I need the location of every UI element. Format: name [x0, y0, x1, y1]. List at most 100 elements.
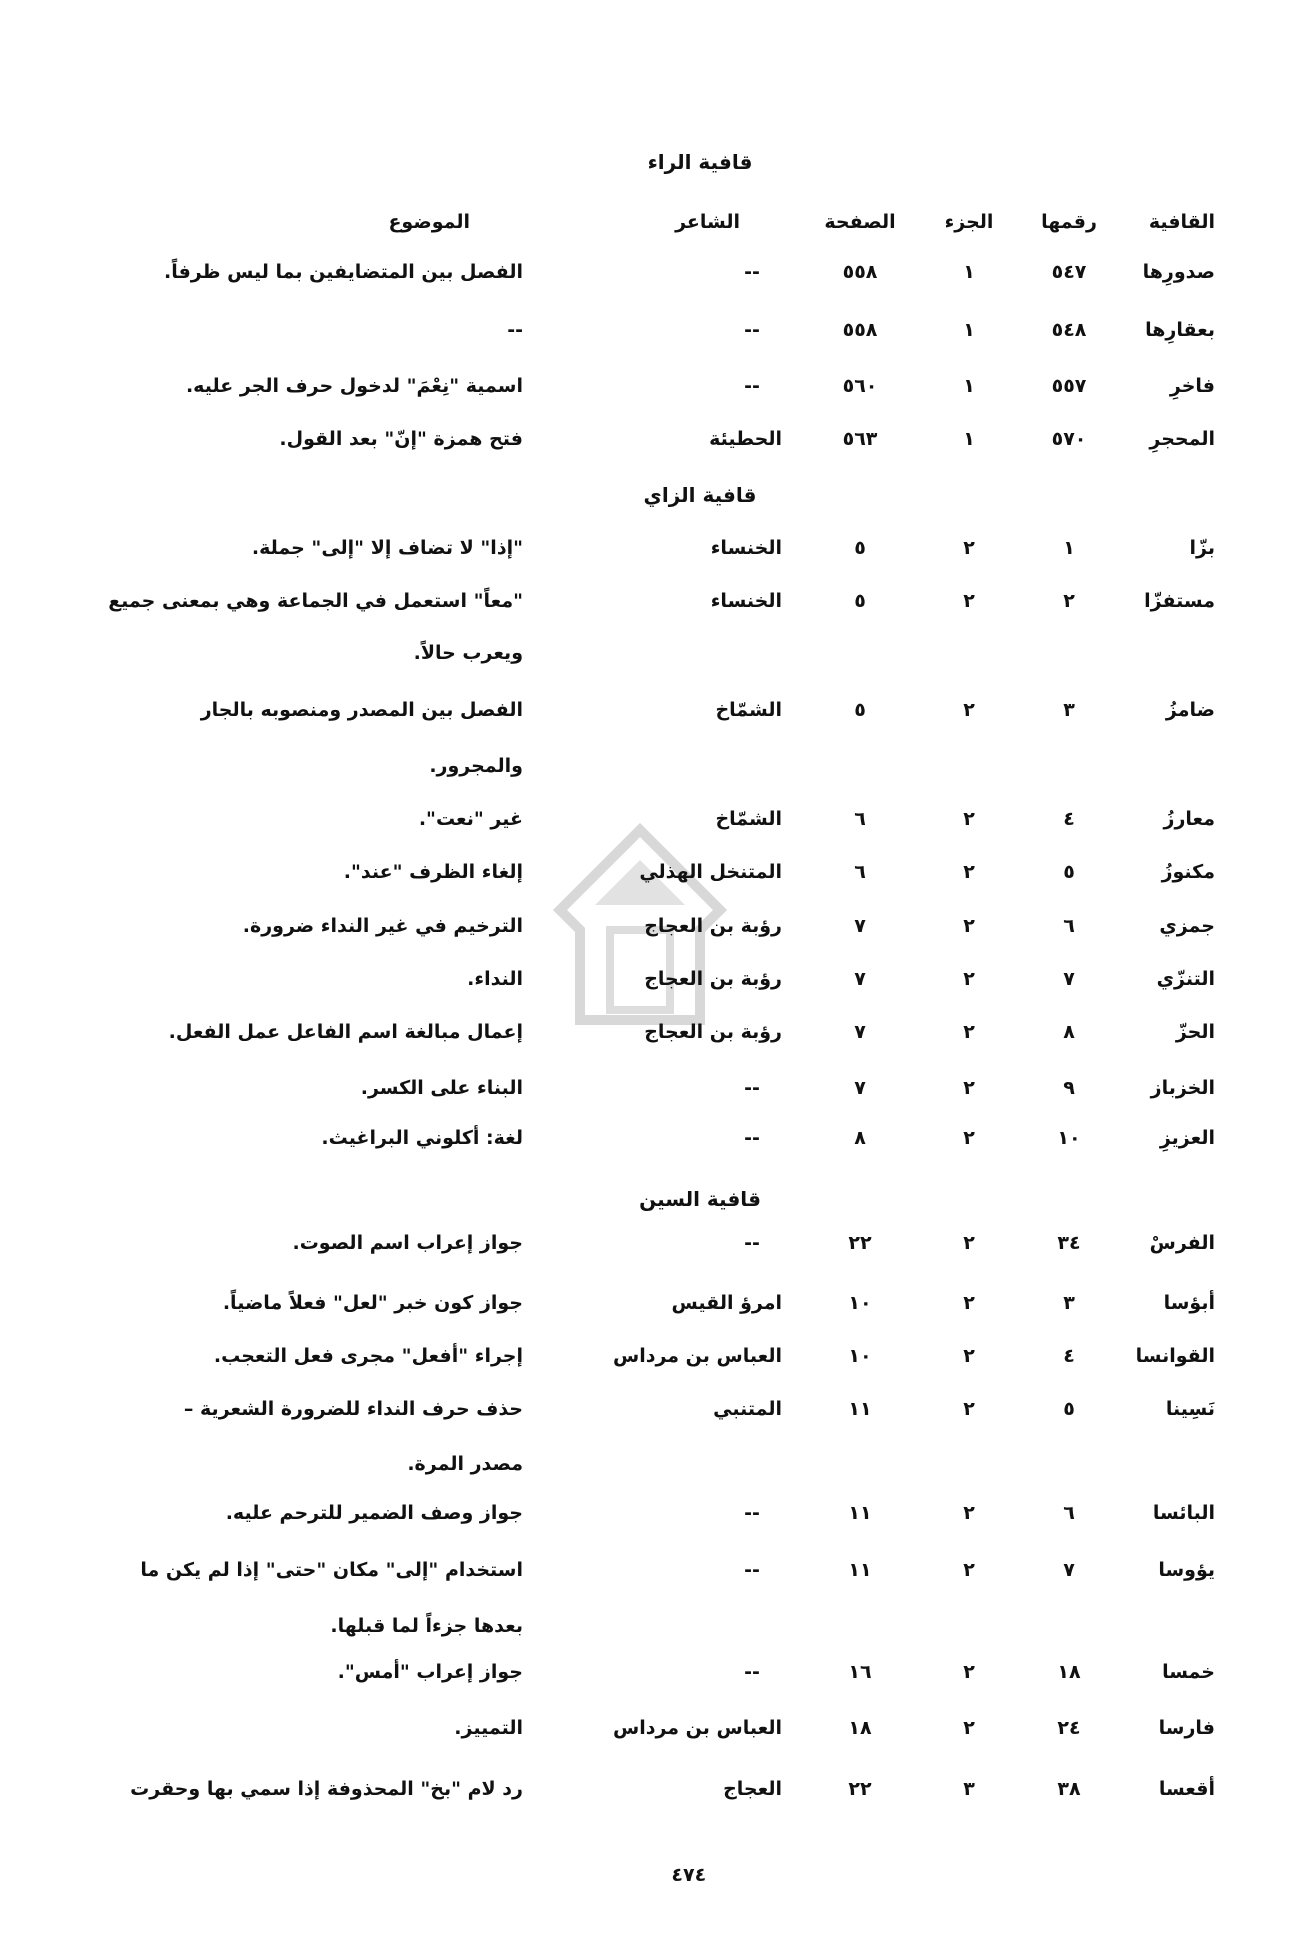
poet-name: رؤبة بن العجاج	[644, 1021, 782, 1043]
volume-number: ٢	[963, 1077, 975, 1099]
topic-text: فتح همزة "إنّ" بعد القول.	[279, 428, 523, 450]
poem-number: ٨	[1063, 1021, 1075, 1043]
poem-number: ٢٤	[1057, 1717, 1081, 1739]
topic-text: جواز كون خبر "لعل" فعلاً ماضياً.	[222, 1292, 523, 1314]
topic-text: "إذا" لا تضاف إلا "إلى" جملة.	[251, 537, 523, 559]
poem-number: ٩	[1063, 1077, 1075, 1099]
section-title: قافية الزاي	[643, 483, 757, 507]
section-title: قافية السين	[639, 1187, 761, 1211]
poem-number: ٣٤	[1057, 1232, 1081, 1254]
poet-name: --	[744, 375, 760, 397]
rhyme-word: الفرسْ	[1149, 1232, 1215, 1254]
poem-number: ١	[1063, 537, 1075, 559]
topic-text: الترخيم في غير النداء ضرورة.	[242, 915, 523, 937]
rhyme-word: البائسا	[1152, 1502, 1215, 1524]
poem-number: ٢	[1063, 590, 1075, 612]
rhyme-word: مكنوزُ	[1161, 861, 1215, 883]
page-ref: ١١	[848, 1559, 872, 1581]
topic-text: إعمال مبالغة اسم الفاعل عمل الفعل.	[168, 1021, 523, 1043]
page-ref: ١٠	[848, 1345, 872, 1367]
poet-name: رؤبة بن العجاج	[644, 915, 782, 937]
rhyme-word: فاخرِ	[1169, 375, 1215, 397]
poem-number: ١٠	[1057, 1127, 1081, 1149]
rhyme-word: بزّا	[1189, 537, 1215, 559]
page-ref: ٢٢	[848, 1778, 872, 1800]
volume-number: ٢	[963, 1127, 975, 1149]
page-ref: ٧	[854, 1021, 866, 1043]
poem-number: ٦	[1063, 1502, 1075, 1524]
page-ref: ٦	[854, 808, 866, 830]
volume-number: ١	[963, 375, 975, 397]
page-ref: ٥٦٠	[842, 375, 878, 397]
poem-number: ٥	[1063, 1398, 1075, 1420]
header-safha: الصفحة	[824, 211, 896, 233]
page-ref: ٢٢	[848, 1232, 872, 1254]
volume-number: ٢	[963, 1661, 975, 1683]
rhyme-word: القوانسا	[1135, 1345, 1215, 1367]
rhyme-word: مستفزّا	[1144, 590, 1215, 612]
rhyme-word: الحزّ	[1175, 1021, 1215, 1043]
topic-text: لغة: أكلوني البراغيث.	[321, 1127, 523, 1149]
poem-number: ٥٤٧	[1051, 261, 1087, 283]
volume-number: ٢	[963, 968, 975, 990]
topic-text: غير "نعت".	[418, 808, 523, 830]
topic-text: ويعرب حالاً.	[413, 642, 523, 664]
rhyme-word: أبؤسا	[1163, 1292, 1215, 1314]
poet-name: --	[744, 1077, 760, 1099]
poem-number: ٤	[1063, 808, 1075, 830]
rhyme-word: معارزُ	[1163, 808, 1216, 830]
library-watermark	[552, 822, 728, 1025]
volume-number: ٢	[963, 861, 975, 883]
page-ref: ٧	[854, 968, 866, 990]
volume-number: ١	[963, 261, 975, 283]
poet-name: --	[744, 319, 760, 341]
page-ref: ١١	[848, 1502, 872, 1524]
page-ref: ٥٥٨	[842, 319, 878, 341]
topic-text: "معاً" استعمل في الجماعة وهي بمعنى جميع	[108, 590, 523, 612]
poet-name: --	[744, 1127, 760, 1149]
poet-name: الشمّاخ	[715, 699, 782, 721]
rhyme-word: يؤوسا	[1158, 1559, 1215, 1581]
topic-text: إلغاء الظرف "عند".	[343, 861, 523, 883]
poem-number: ٣	[1063, 1292, 1075, 1314]
poet-name: العباس بن مرداس	[612, 1345, 782, 1367]
poem-number: ٤	[1063, 1345, 1075, 1367]
page-ref: ٥	[854, 537, 866, 559]
topic-text: جواز إعراب اسم الصوت.	[292, 1232, 523, 1254]
rhyme-word: نَسِينا	[1165, 1398, 1215, 1420]
rhyme-word: المحجرِ	[1149, 428, 1215, 450]
poet-name: العباس بن مرداس	[612, 1717, 782, 1739]
poet-name: العجاج	[723, 1778, 782, 1800]
rhyme-word: صدورِها	[1142, 261, 1215, 283]
volume-number: ٢	[963, 1559, 975, 1581]
volume-number: ٢	[963, 590, 975, 612]
poet-name: --	[744, 1502, 760, 1524]
poet-name: امرؤ القيس	[671, 1292, 782, 1314]
header-qafiya: القافية	[1148, 211, 1215, 233]
poem-number: ٧	[1063, 968, 1075, 990]
page-ref: ٨	[854, 1127, 866, 1149]
section-title: قافية الراء	[647, 150, 753, 174]
volume-number: ١	[963, 319, 975, 341]
topic-text: إجراء "أفعل" مجرى فعل التعجب.	[213, 1345, 523, 1367]
volume-number: ١	[963, 428, 975, 450]
header-juz: الجزء	[944, 211, 994, 233]
header-shaer: الشاعر	[675, 211, 740, 233]
volume-number: ٢	[963, 699, 975, 721]
poet-name: المتنخل الهذلي	[639, 861, 782, 883]
page-ref: ١٨	[848, 1717, 872, 1739]
poet-name: الشمّاخ	[715, 808, 782, 830]
poet-name: --	[744, 1559, 760, 1581]
volume-number: ٢	[963, 1292, 975, 1314]
topic-text: الفصل بين المصدر ومنصوبه بالجار	[200, 699, 523, 721]
topic-text: الفصل بين المتضايفين بما ليس ظرفاً.	[164, 261, 523, 283]
volume-number: ٢	[963, 915, 975, 937]
page-number: ٤٧٤	[671, 1864, 707, 1886]
rhyme-word: العزيزِ	[1159, 1127, 1215, 1149]
header-raqm: رقمها	[1041, 211, 1097, 233]
page-ref: ١٠	[848, 1292, 872, 1314]
rhyme-word: خمسا	[1162, 1661, 1215, 1683]
poem-number: ٣	[1063, 699, 1075, 721]
poet-name: --	[744, 1661, 760, 1683]
topic-text: جواز وصف الضمير للترحم عليه.	[225, 1502, 523, 1524]
